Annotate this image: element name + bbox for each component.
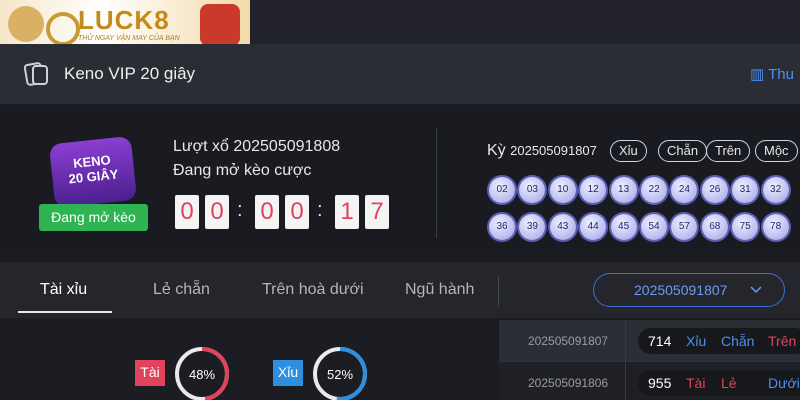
stat-label: Xỉu	[278, 364, 298, 380]
prev-label: Kỳ 202505091807	[487, 142, 597, 160]
ball: 57	[671, 214, 698, 240]
stat-ring-arc	[313, 347, 367, 400]
ball: 68	[701, 214, 728, 240]
round-label: Lượt xổ 202505091808	[173, 138, 341, 155]
ball: 44	[580, 214, 607, 240]
countdown-separator: :	[237, 199, 243, 221]
stat-ring-arc	[175, 347, 229, 400]
history-sum-pill	[638, 370, 800, 396]
history-period: 202505091806	[528, 376, 609, 390]
divider	[436, 128, 437, 238]
countdown-digit: 7	[365, 195, 389, 229]
tab[interactable]: Tài xỉu	[40, 281, 88, 298]
history-link-text: Thu	[768, 66, 794, 83]
history-sum-pill	[638, 328, 800, 354]
history-cell-divider	[625, 362, 626, 400]
ball: 10	[549, 177, 576, 203]
ball: 12	[580, 177, 607, 203]
ball: 02	[489, 177, 515, 203]
ball: 36	[489, 214, 515, 240]
countdown-digit: 0	[285, 195, 309, 229]
history-cell-divider	[625, 320, 626, 361]
ball: 45	[610, 214, 637, 240]
period-selector[interactable]: 202505091807	[593, 273, 785, 307]
keno-badge: KENO 20 GIÂY	[48, 135, 138, 209]
ball: 22	[641, 177, 667, 203]
title-row: Keno VIP 20 giây ▥ Thu	[0, 44, 800, 104]
history-result: Tài	[686, 375, 706, 391]
tab[interactable]: Lẻ chẵn	[153, 281, 210, 298]
ball: 78	[762, 214, 789, 240]
logo-area[interactable]: LUCK8 THỬ NGAY VẬN MAY CỦA BẠN	[0, 0, 250, 50]
ball: 13	[610, 177, 637, 203]
ball: 43	[549, 214, 576, 240]
history-result: Xỉu	[686, 333, 707, 349]
ball: 24	[671, 177, 698, 203]
history-result: Chẵn	[721, 333, 755, 349]
history-result: Dưới	[768, 375, 800, 391]
logo-ring	[46, 12, 80, 46]
ball: 26	[701, 177, 728, 203]
countdown-digit: 0	[255, 195, 279, 229]
countdown-digit: 0	[205, 195, 229, 229]
countdown-separator: :	[317, 199, 323, 221]
prev-period: 202505091807	[510, 143, 597, 158]
open-button[interactable]: Đang mở kèo	[39, 204, 148, 231]
history-result: Trên	[768, 333, 797, 349]
ball: 75	[732, 214, 759, 240]
countdown-digit: 1	[335, 195, 359, 229]
round-status: Đang mở kèo cược	[173, 162, 312, 179]
ball: 32	[762, 177, 789, 203]
chevron	[750, 286, 762, 294]
ball: 39	[519, 214, 546, 240]
result-tag: Mộc	[755, 140, 798, 162]
logo-tagline: THỬ NGAY VẬN MAY CỦA BẠN	[78, 35, 180, 42]
tab[interactable]: Trên hoà dưới	[262, 281, 364, 298]
tab-divider	[498, 276, 499, 306]
stats-chart: Tài 48% Xỉu 52%	[135, 347, 367, 400]
stat-label-box	[273, 360, 303, 386]
stat-percent: 48%	[189, 367, 215, 382]
keno-icon	[24, 62, 48, 86]
result-tag: Xỉu	[610, 140, 647, 162]
stats-panel	[0, 318, 498, 400]
ball: 03	[519, 177, 546, 203]
history-link[interactable]: ▥ Thu	[750, 66, 794, 83]
history-sum: 955	[648, 375, 672, 391]
logo-brand: LUCK8	[78, 5, 170, 35]
stat-label-box	[135, 360, 165, 386]
stat-percent: 52%	[327, 367, 353, 382]
tab-underline	[18, 311, 112, 313]
logo-mascot	[8, 6, 44, 42]
history-result: Lẻ	[721, 375, 737, 391]
ball: 54	[641, 214, 667, 240]
ball: 31	[732, 177, 759, 203]
tab-bar	[0, 262, 800, 318]
result-tag: Trên	[706, 140, 751, 162]
countdown-digit: 0	[175, 195, 199, 229]
tab[interactable]: Ngũ hành	[405, 281, 475, 298]
result-tag: Chẵn	[658, 140, 708, 162]
prev-label-text: Kỳ	[487, 142, 506, 159]
logo-god	[200, 4, 240, 46]
page-title: Keno VIP 20 giây	[64, 64, 196, 83]
stat-label: Tài	[140, 364, 159, 380]
history-period: 202505091807	[528, 334, 609, 348]
period-selector-text: 202505091807	[634, 282, 728, 298]
history-sum: 714	[648, 333, 672, 349]
